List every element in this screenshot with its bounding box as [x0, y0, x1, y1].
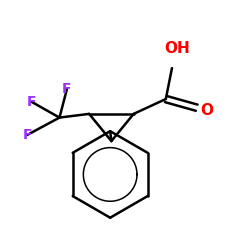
Text: F: F — [26, 94, 36, 108]
Text: F: F — [22, 128, 32, 142]
Text: O: O — [200, 103, 213, 118]
Text: F: F — [62, 82, 72, 96]
Text: OH: OH — [164, 41, 190, 56]
